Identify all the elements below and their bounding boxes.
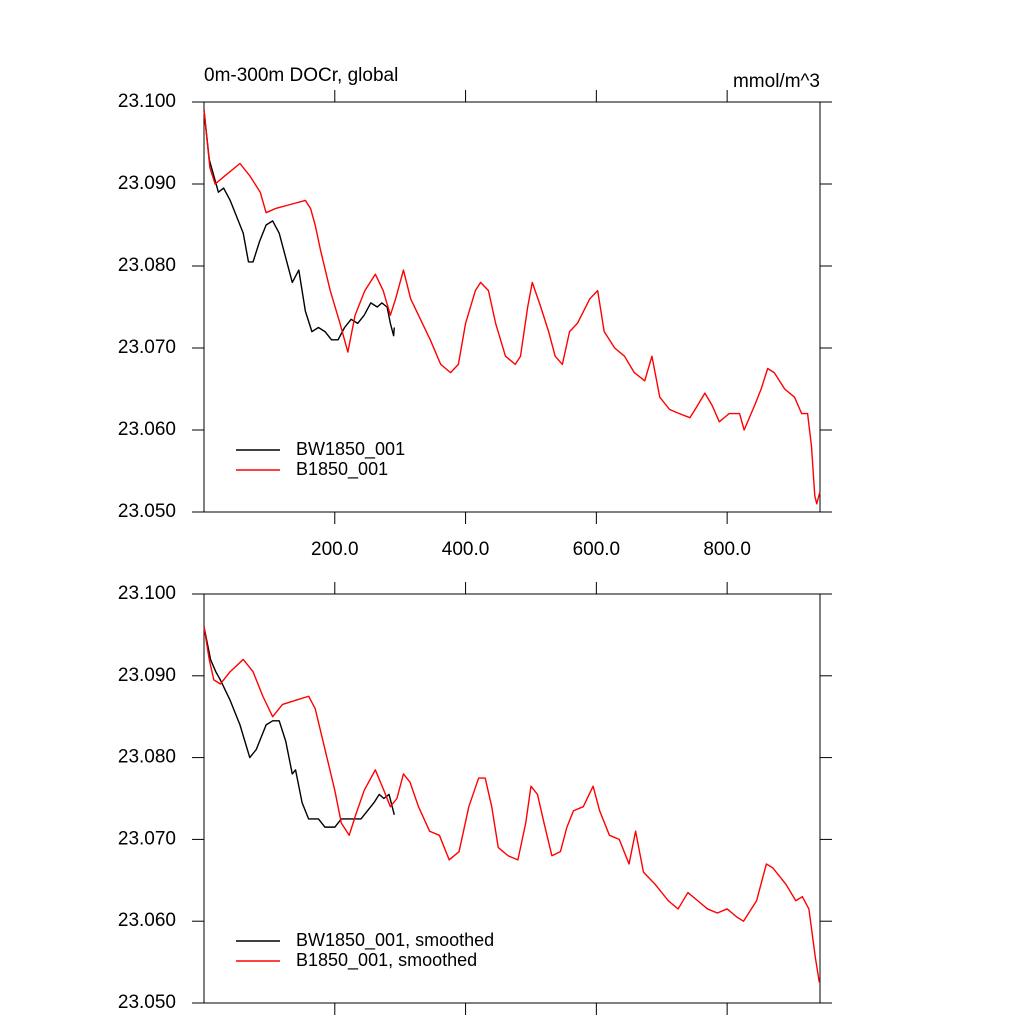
y-tick-label: 23.080	[118, 747, 176, 768]
y-tick-label: 23.060	[118, 910, 176, 931]
y-tick-label: 23.060	[118, 419, 176, 440]
y-tick-label: 23.090	[118, 665, 176, 686]
legend-label: B1850_001	[296, 459, 388, 480]
legend-label: BW1850_001, smoothed	[296, 930, 494, 951]
series-line	[203, 110, 821, 505]
y-tick-label: 23.050	[118, 501, 176, 522]
plot-frame	[203, 101, 821, 513]
y-tick-label: 23.070	[118, 828, 176, 849]
y-tick-label: 23.100	[118, 583, 176, 604]
units-label: mmol/m^3	[733, 71, 820, 92]
chart-title: 0m-300m DOCr, global	[204, 65, 398, 86]
y-tick-label: 23.050	[118, 992, 176, 1013]
legend-label: B1850_001, smoothed	[296, 950, 477, 971]
x-tick-label: 600.0	[573, 539, 621, 560]
series-line	[203, 110, 395, 341]
y-tick-label: 23.080	[118, 255, 176, 276]
y-tick-label: 23.090	[118, 173, 176, 194]
y-tick-label: 23.100	[118, 91, 176, 112]
x-tick-label: 800.0	[703, 539, 751, 560]
x-tick-label: 400.0	[442, 539, 490, 560]
series-line	[203, 626, 821, 983]
legend-label: BW1850_001	[296, 439, 405, 460]
y-tick-label: 23.070	[118, 337, 176, 358]
series-line	[203, 626, 395, 828]
plot-frame	[203, 593, 821, 1004]
x-tick-label: 200.0	[311, 539, 359, 560]
